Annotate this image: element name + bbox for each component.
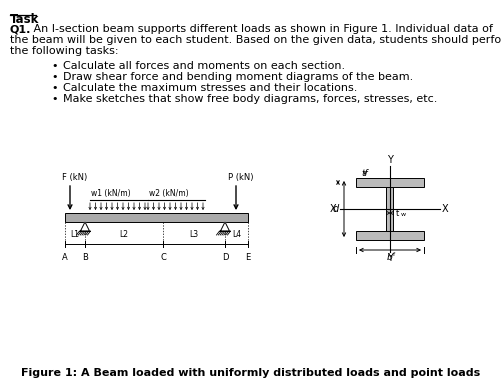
Polygon shape: [220, 222, 229, 231]
Text: Y: Y: [386, 253, 392, 263]
Bar: [355, 178, 423, 187]
Text: •: •: [52, 94, 58, 104]
Text: w: w: [400, 212, 405, 217]
Text: D: D: [221, 253, 228, 262]
Text: L3: L3: [189, 230, 198, 239]
Text: tf: tf: [360, 169, 367, 179]
Bar: [386, 187, 393, 231]
Text: •: •: [52, 83, 58, 93]
Text: w1 (kN/m): w1 (kN/m): [91, 189, 130, 198]
Text: P (kN): P (kN): [227, 173, 253, 182]
Text: d: d: [332, 204, 339, 214]
Text: Draw shear force and bending moment diagrams of the beam.: Draw shear force and bending moment diag…: [63, 72, 412, 82]
Text: the following tasks:: the following tasks:: [10, 46, 118, 56]
Text: L4: L4: [231, 230, 240, 239]
Text: w2 (kN/m): w2 (kN/m): [149, 189, 188, 198]
Text: X: X: [441, 204, 447, 214]
Text: Q1.: Q1.: [10, 24, 32, 34]
Text: Y: Y: [386, 155, 392, 165]
Bar: [65, 213, 247, 222]
Text: f: f: [392, 253, 394, 258]
Text: Calculate all forces and moments on each section.: Calculate all forces and moments on each…: [63, 61, 345, 71]
Text: L2: L2: [119, 230, 128, 239]
Bar: [355, 231, 423, 240]
Text: •: •: [52, 61, 58, 71]
Text: L1: L1: [70, 230, 79, 239]
Polygon shape: [80, 222, 89, 231]
Text: B: B: [82, 253, 88, 262]
Text: Task: Task: [10, 13, 39, 26]
Text: Figure 1: A Beam loaded with uniformly distributed loads and point loads: Figure 1: A Beam loaded with uniformly d…: [22, 368, 479, 378]
Text: C: C: [160, 253, 166, 262]
Text: F (kN): F (kN): [62, 173, 87, 182]
Text: b: b: [386, 253, 392, 263]
Text: the beam will be given to each student. Based on the given data, students should: the beam will be given to each student. …: [10, 35, 501, 45]
Text: t: t: [395, 209, 398, 217]
Text: E: E: [245, 253, 250, 262]
Text: An I-section beam supports different loads as shown in Figure 1. Individual data: An I-section beam supports different loa…: [30, 24, 492, 34]
Text: •: •: [52, 72, 58, 82]
Text: Make sketches that show free body diagrams, forces, stresses, etc.: Make sketches that show free body diagra…: [63, 94, 436, 104]
Text: A: A: [62, 253, 68, 262]
Text: X: X: [329, 204, 336, 214]
Text: Calculate the maximum stresses and their locations.: Calculate the maximum stresses and their…: [63, 83, 357, 93]
